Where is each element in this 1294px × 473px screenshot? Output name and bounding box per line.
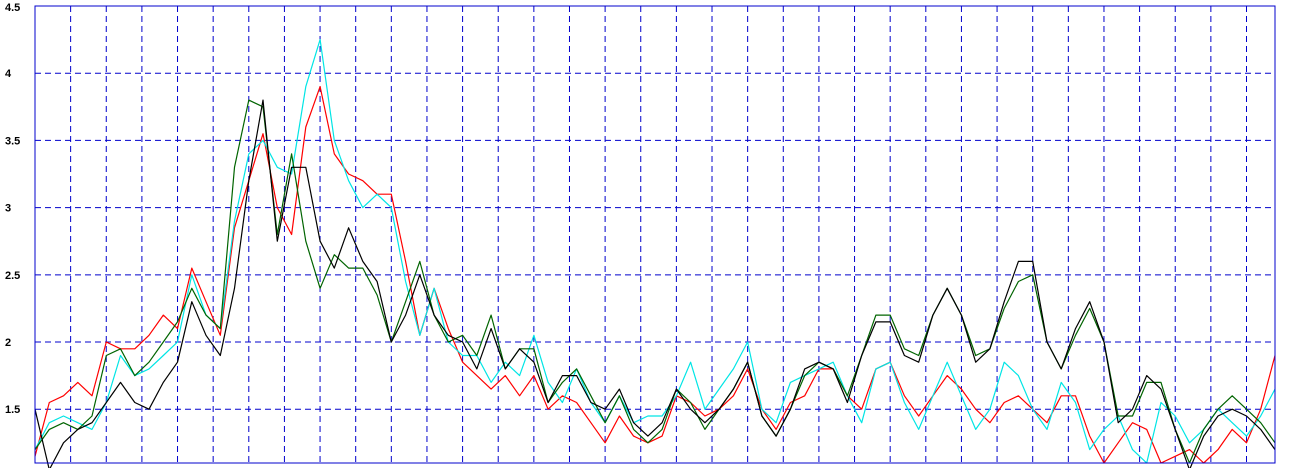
y-tick-labels: 4.5 4 3.5 3 2.5 2 1.5 (5, 2, 20, 416)
plot-border (34, 5, 1276, 464)
grid-lines (35, 6, 1275, 463)
y-tick-label: 3.5 (5, 135, 20, 147)
y-tick-label: 2 (5, 337, 11, 349)
axes (34, 5, 1276, 464)
y-tick-label: 1.5 (5, 404, 20, 416)
series-line (34, 99, 1276, 464)
y-tick-label: 4.5 (5, 2, 20, 14)
series-line (34, 99, 1276, 471)
y-tick-label: 3 (5, 203, 11, 215)
series-lines (34, 39, 1276, 471)
series-line (34, 39, 1276, 464)
series-line (34, 86, 1276, 464)
y-tick-label: 4 (5, 68, 12, 80)
y-tick-label: 2.5 (5, 270, 20, 282)
